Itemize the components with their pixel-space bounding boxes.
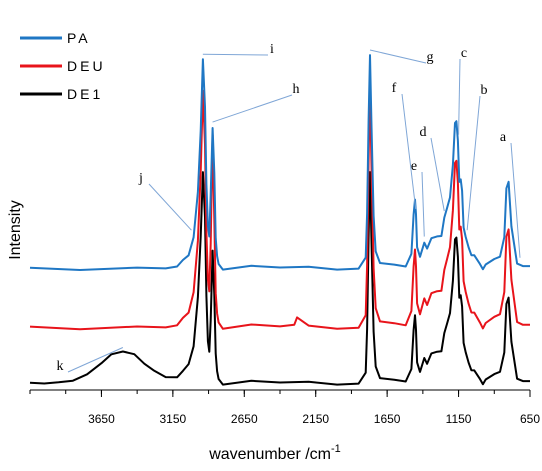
annotation-leader-a [510,142,521,258]
annotation-leader-e [421,171,425,237]
legend: PA DEU DE1 [20,30,106,102]
x-axis-label-superscript: -1 [331,443,341,455]
annotation-leader-d [430,137,445,212]
legend-label-deu: DEU [67,58,106,74]
x-tick-label: 3650 [88,412,115,426]
x-tick-label: 2150 [302,412,329,426]
annotation-leader-g [369,49,427,64]
annotation-label-f: f [392,81,397,96]
annotation-leader-j [148,183,192,231]
series-line-deu [29,85,530,331]
annotation-label-e: e [411,159,417,174]
annotation-label-j: j [138,171,143,186]
annotation-label-b: b [481,83,488,98]
annotation-layer: a b c d e f g h i j k [57,42,521,374]
series-line-pa [29,54,530,271]
x-tick-label: 2650 [231,412,258,426]
annotation-label-i: i [270,42,274,57]
annotation-label-g: g [427,50,434,65]
x-tick-label: 1150 [446,412,472,426]
annotation-label-a: a [500,130,507,145]
series-line-de1 [29,171,530,386]
legend-label-de1: DE1 [67,86,103,102]
x-tick-label: 3150 [160,412,187,426]
annotation-label-d: d [420,125,427,140]
legend-label-pa: PA [67,30,91,46]
annotation-leader-i [202,53,269,56]
annotation-label-c: c [461,46,467,61]
x-axis: 3650 3150 2650 2150 1650 1150 650 [29,389,540,426]
annotation-leader-h [212,94,293,123]
y-axis-label: Intensity [7,200,24,260]
x-axis-label: wavenumber /cm-1 [208,443,341,463]
annotation-label-h: h [293,82,300,97]
annotation-label-k: k [57,359,64,374]
annotation-leader-b [466,95,481,231]
annotation-leader-f [401,93,417,210]
annotation-leader-k [67,347,124,373]
x-axis-label-text: wavenumber /cm [208,446,331,463]
series-layer [29,54,530,386]
x-tick-label: 1650 [374,412,401,426]
x-tick-label: 650 [520,412,540,426]
annotation-leader-c [458,58,461,135]
